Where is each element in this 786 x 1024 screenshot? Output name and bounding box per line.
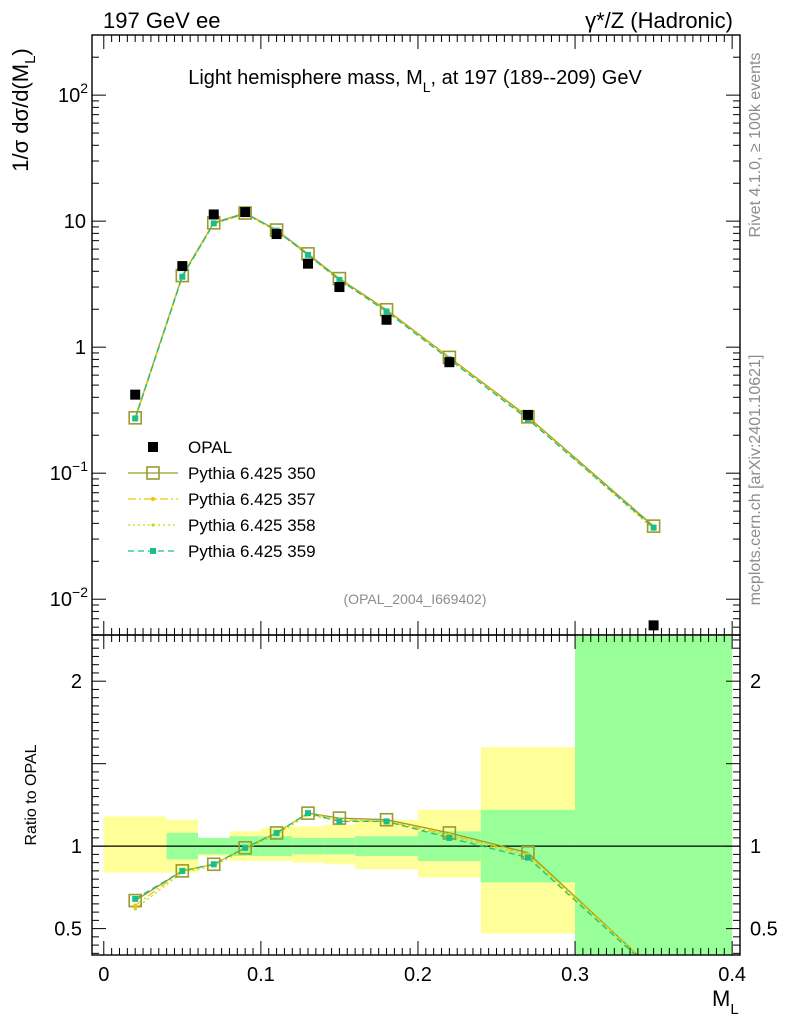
series-marker-ratio xyxy=(379,812,394,827)
header-right: γ*/Z (Hadronic) xyxy=(585,8,733,33)
ratio-y-tick-label: 1 xyxy=(71,836,82,858)
y-tick-label: 1 xyxy=(75,337,86,359)
total-uncertainty-band xyxy=(103,816,167,873)
x-tick-label: 0.3 xyxy=(561,964,589,986)
series-marker-main xyxy=(305,251,311,258)
ratio-y-tick-label: 0.5 xyxy=(54,919,82,941)
data-point xyxy=(208,209,219,220)
series-marker-ratio xyxy=(133,903,138,908)
y-axis-label: 1/σ dσ/d(ML) xyxy=(8,48,39,172)
series-marker-ratio xyxy=(446,834,453,841)
data-point xyxy=(522,409,533,420)
data-point xyxy=(381,314,392,325)
ratio-y-tick-label-right: 1 xyxy=(750,836,761,858)
analysis-id: (OPAL_2004_I669402) xyxy=(344,591,487,607)
series-marker-ratio xyxy=(383,818,390,825)
series-marker-ratio xyxy=(301,806,315,820)
data-point xyxy=(177,261,188,272)
ratio-panel xyxy=(92,635,740,955)
series-marker-main xyxy=(336,276,343,283)
y-tick-label: 10−2 xyxy=(50,584,88,611)
series-marker-main xyxy=(238,206,252,220)
series-marker-ratio xyxy=(133,907,137,911)
legend-label: Pythia 6.425 359 xyxy=(188,542,316,561)
x-tick-label: 0.2 xyxy=(404,964,432,986)
legend-label-data: OPAL xyxy=(188,438,232,457)
series-line-ratio xyxy=(134,814,639,955)
series-marker-ratio xyxy=(179,867,186,874)
mcplots-credit-label: mcplots.cern.ch [arXiv:2401.10621] xyxy=(747,355,764,606)
data-point xyxy=(334,282,345,293)
ratio-frame xyxy=(91,634,741,956)
data-point xyxy=(303,258,313,269)
series-marker-ratio xyxy=(206,857,221,872)
ratio-y-tick-label-right: 0.5 xyxy=(750,919,778,941)
series-marker-ratio xyxy=(273,829,280,836)
legend-marker xyxy=(146,466,160,480)
series-marker-ratio xyxy=(175,864,190,878)
data-point xyxy=(271,229,282,240)
legend-label: Pythia 6.425 357 xyxy=(188,490,316,509)
series-marker-main xyxy=(128,411,142,425)
x-tick-label: 0.1 xyxy=(247,964,275,986)
series-marker-main xyxy=(646,519,661,533)
stat-uncertainty-band xyxy=(575,635,733,955)
series-marker-ratio xyxy=(524,854,531,861)
legend: OPAL Pythia 6.425 350 Pythia 6.425 357 Pyth… xyxy=(128,438,316,561)
legend-marker xyxy=(151,497,155,501)
series-marker-ratio xyxy=(242,844,249,851)
data-point xyxy=(130,389,141,400)
legend-marker xyxy=(150,548,156,554)
x-tick-label: 0.4 xyxy=(718,964,746,986)
x-axis-label: ML xyxy=(712,986,739,1018)
x-tick-label: 0 xyxy=(98,964,109,986)
legend-marker-data xyxy=(148,442,158,452)
y-tick-label: 10 xyxy=(64,211,86,233)
data-point xyxy=(240,207,251,218)
ratio-y-label: Ratio to OPAL xyxy=(23,744,40,845)
main-data-points xyxy=(130,207,659,631)
series-marker-main xyxy=(179,273,186,280)
series-marker-ratio xyxy=(336,818,343,825)
ratio-y-tick-label: 2 xyxy=(71,671,82,693)
y-tick-label: 10−1 xyxy=(50,458,88,485)
ratio-y-tick-label-right: 2 xyxy=(750,671,761,693)
series-marker-ratio xyxy=(210,861,217,868)
header-left: 197 GeV ee xyxy=(103,8,220,33)
plot-title: Light hemisphere mass, ML, at 197 (189--… xyxy=(188,67,642,95)
legend-marker xyxy=(151,523,155,527)
legend-label: Pythia 6.425 350 xyxy=(188,464,316,483)
series-marker-main xyxy=(650,524,657,531)
series-marker-ratio xyxy=(305,810,311,817)
legend-label: Pythia 6.425 358 xyxy=(188,516,316,535)
series-marker-main xyxy=(383,308,390,315)
series-marker-main xyxy=(210,220,217,227)
data-point xyxy=(444,357,455,368)
series-marker-ratio xyxy=(269,826,284,840)
rivet-version-label: Rivet 4.1.0, ≥ 100k events xyxy=(747,53,764,238)
series-line-main xyxy=(134,212,655,529)
data-point xyxy=(648,620,659,631)
ratio-series xyxy=(128,806,639,955)
series-marker-ratio xyxy=(132,895,139,902)
series-marker-main xyxy=(132,415,139,422)
ratio-axes: 0 0.1 0.2 0.3 0.4 0.5 0.5 1 1 2 2 xyxy=(54,634,778,986)
y-tick-label: 102 xyxy=(58,80,88,107)
series-marker-ratio xyxy=(238,840,252,855)
